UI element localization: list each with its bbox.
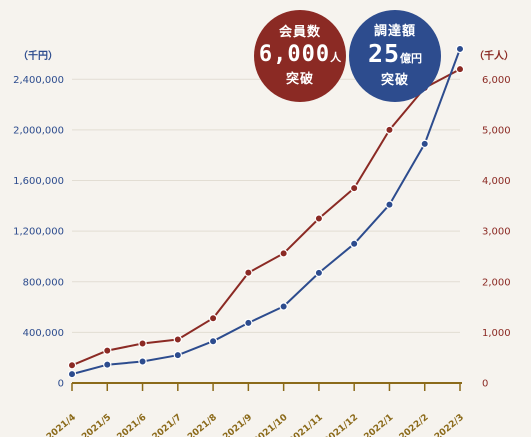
left-tick-label: 0 bbox=[58, 379, 64, 390]
x-tick-label: 2021/10 bbox=[252, 413, 290, 437]
data-point-right bbox=[314, 214, 324, 223]
data-point-right bbox=[244, 268, 253, 277]
data-point-right bbox=[138, 339, 147, 348]
right-tick-label: 5,000 bbox=[482, 125, 511, 136]
data-point-left bbox=[279, 302, 288, 311]
left-tick-label: 800,000 bbox=[23, 277, 64, 288]
funding-badge-number: 25 bbox=[367, 38, 401, 68]
right-tick-label: 2,000 bbox=[482, 277, 511, 288]
series-line-left bbox=[71, 48, 461, 376]
data-point-right bbox=[103, 346, 112, 355]
x-tick-label: 2021/7 bbox=[151, 413, 184, 437]
left-tick-label: 400,000 bbox=[23, 328, 64, 339]
x-tick-label: 2022/3 bbox=[433, 413, 466, 437]
x-tick-label: 2021/9 bbox=[221, 413, 254, 437]
right-tick-label: 3,000 bbox=[482, 227, 511, 238]
data-point-left bbox=[455, 44, 465, 54]
funding-milestone-badge: 調達額 25億円 突破 bbox=[349, 10, 441, 102]
members-badge-caption: 突破 bbox=[285, 71, 314, 87]
data-point-left bbox=[208, 337, 218, 346]
x-tick-label: 2021/11 bbox=[287, 413, 325, 437]
right-tick-label: 1,000 bbox=[482, 328, 511, 339]
data-point-left bbox=[67, 369, 77, 379]
series-line-right bbox=[71, 68, 461, 367]
data-point-right bbox=[385, 125, 394, 135]
x-tick-label: 2021/12 bbox=[322, 413, 360, 437]
right-tick-label: 0 bbox=[482, 379, 488, 390]
data-point-left bbox=[103, 360, 112, 369]
funding-badge-caption: 突破 bbox=[380, 72, 409, 88]
x-tick-label: 2021/4 bbox=[45, 413, 78, 437]
x-tick-label: 2022/2 bbox=[398, 413, 431, 437]
data-point-right bbox=[349, 183, 359, 193]
funding-badge-unit: 億円 bbox=[400, 51, 423, 65]
members-badge-number: 6,000 bbox=[258, 41, 331, 67]
left-tick-label: 1,200,000 bbox=[13, 227, 64, 238]
data-point-left bbox=[244, 318, 253, 328]
x-tick-label: 2022/1 bbox=[362, 413, 395, 437]
data-point-left bbox=[420, 139, 429, 149]
data-point-left bbox=[173, 350, 183, 360]
data-point-left bbox=[138, 357, 147, 366]
data-point-right bbox=[67, 361, 77, 370]
data-point-left bbox=[349, 239, 359, 249]
members-milestone-badge: 会員数 6,000人 突破 bbox=[254, 10, 346, 102]
data-point-left bbox=[385, 200, 394, 209]
members-badge-unit: 人 bbox=[330, 50, 342, 64]
data-point-left bbox=[314, 268, 324, 278]
data-point-right bbox=[173, 335, 183, 344]
data-point-right bbox=[208, 314, 218, 323]
left-tick-label: 2,400,000 bbox=[13, 75, 64, 86]
right-tick-label: 6,000 bbox=[482, 75, 511, 86]
x-tick-label: 2021/5 bbox=[80, 413, 113, 437]
x-tick-label: 2021/8 bbox=[186, 413, 219, 437]
data-point-right bbox=[279, 249, 288, 258]
left-tick-label: 1,600,000 bbox=[13, 176, 64, 187]
right-axis-unit: （千人） bbox=[474, 49, 514, 62]
left-axis-unit: （千円） bbox=[18, 49, 58, 62]
funding-badge-title: 調達額 bbox=[373, 23, 416, 39]
members-badge-title: 会員数 bbox=[278, 24, 321, 40]
x-tick-label: 2021/6 bbox=[116, 413, 149, 437]
left-tick-label: 2,000,000 bbox=[13, 125, 64, 136]
data-point-right bbox=[455, 64, 465, 74]
right-tick-label: 4,000 bbox=[482, 176, 511, 187]
